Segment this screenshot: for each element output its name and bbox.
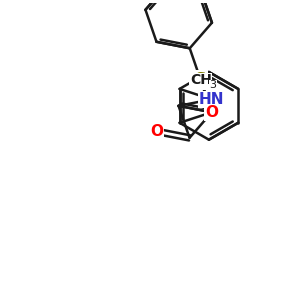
Text: 3: 3 — [210, 80, 217, 90]
Text: S: S — [195, 71, 207, 89]
Text: CH: CH — [190, 73, 212, 87]
Text: O: O — [150, 124, 163, 139]
Text: O: O — [205, 105, 218, 120]
Text: HN: HN — [199, 92, 224, 107]
